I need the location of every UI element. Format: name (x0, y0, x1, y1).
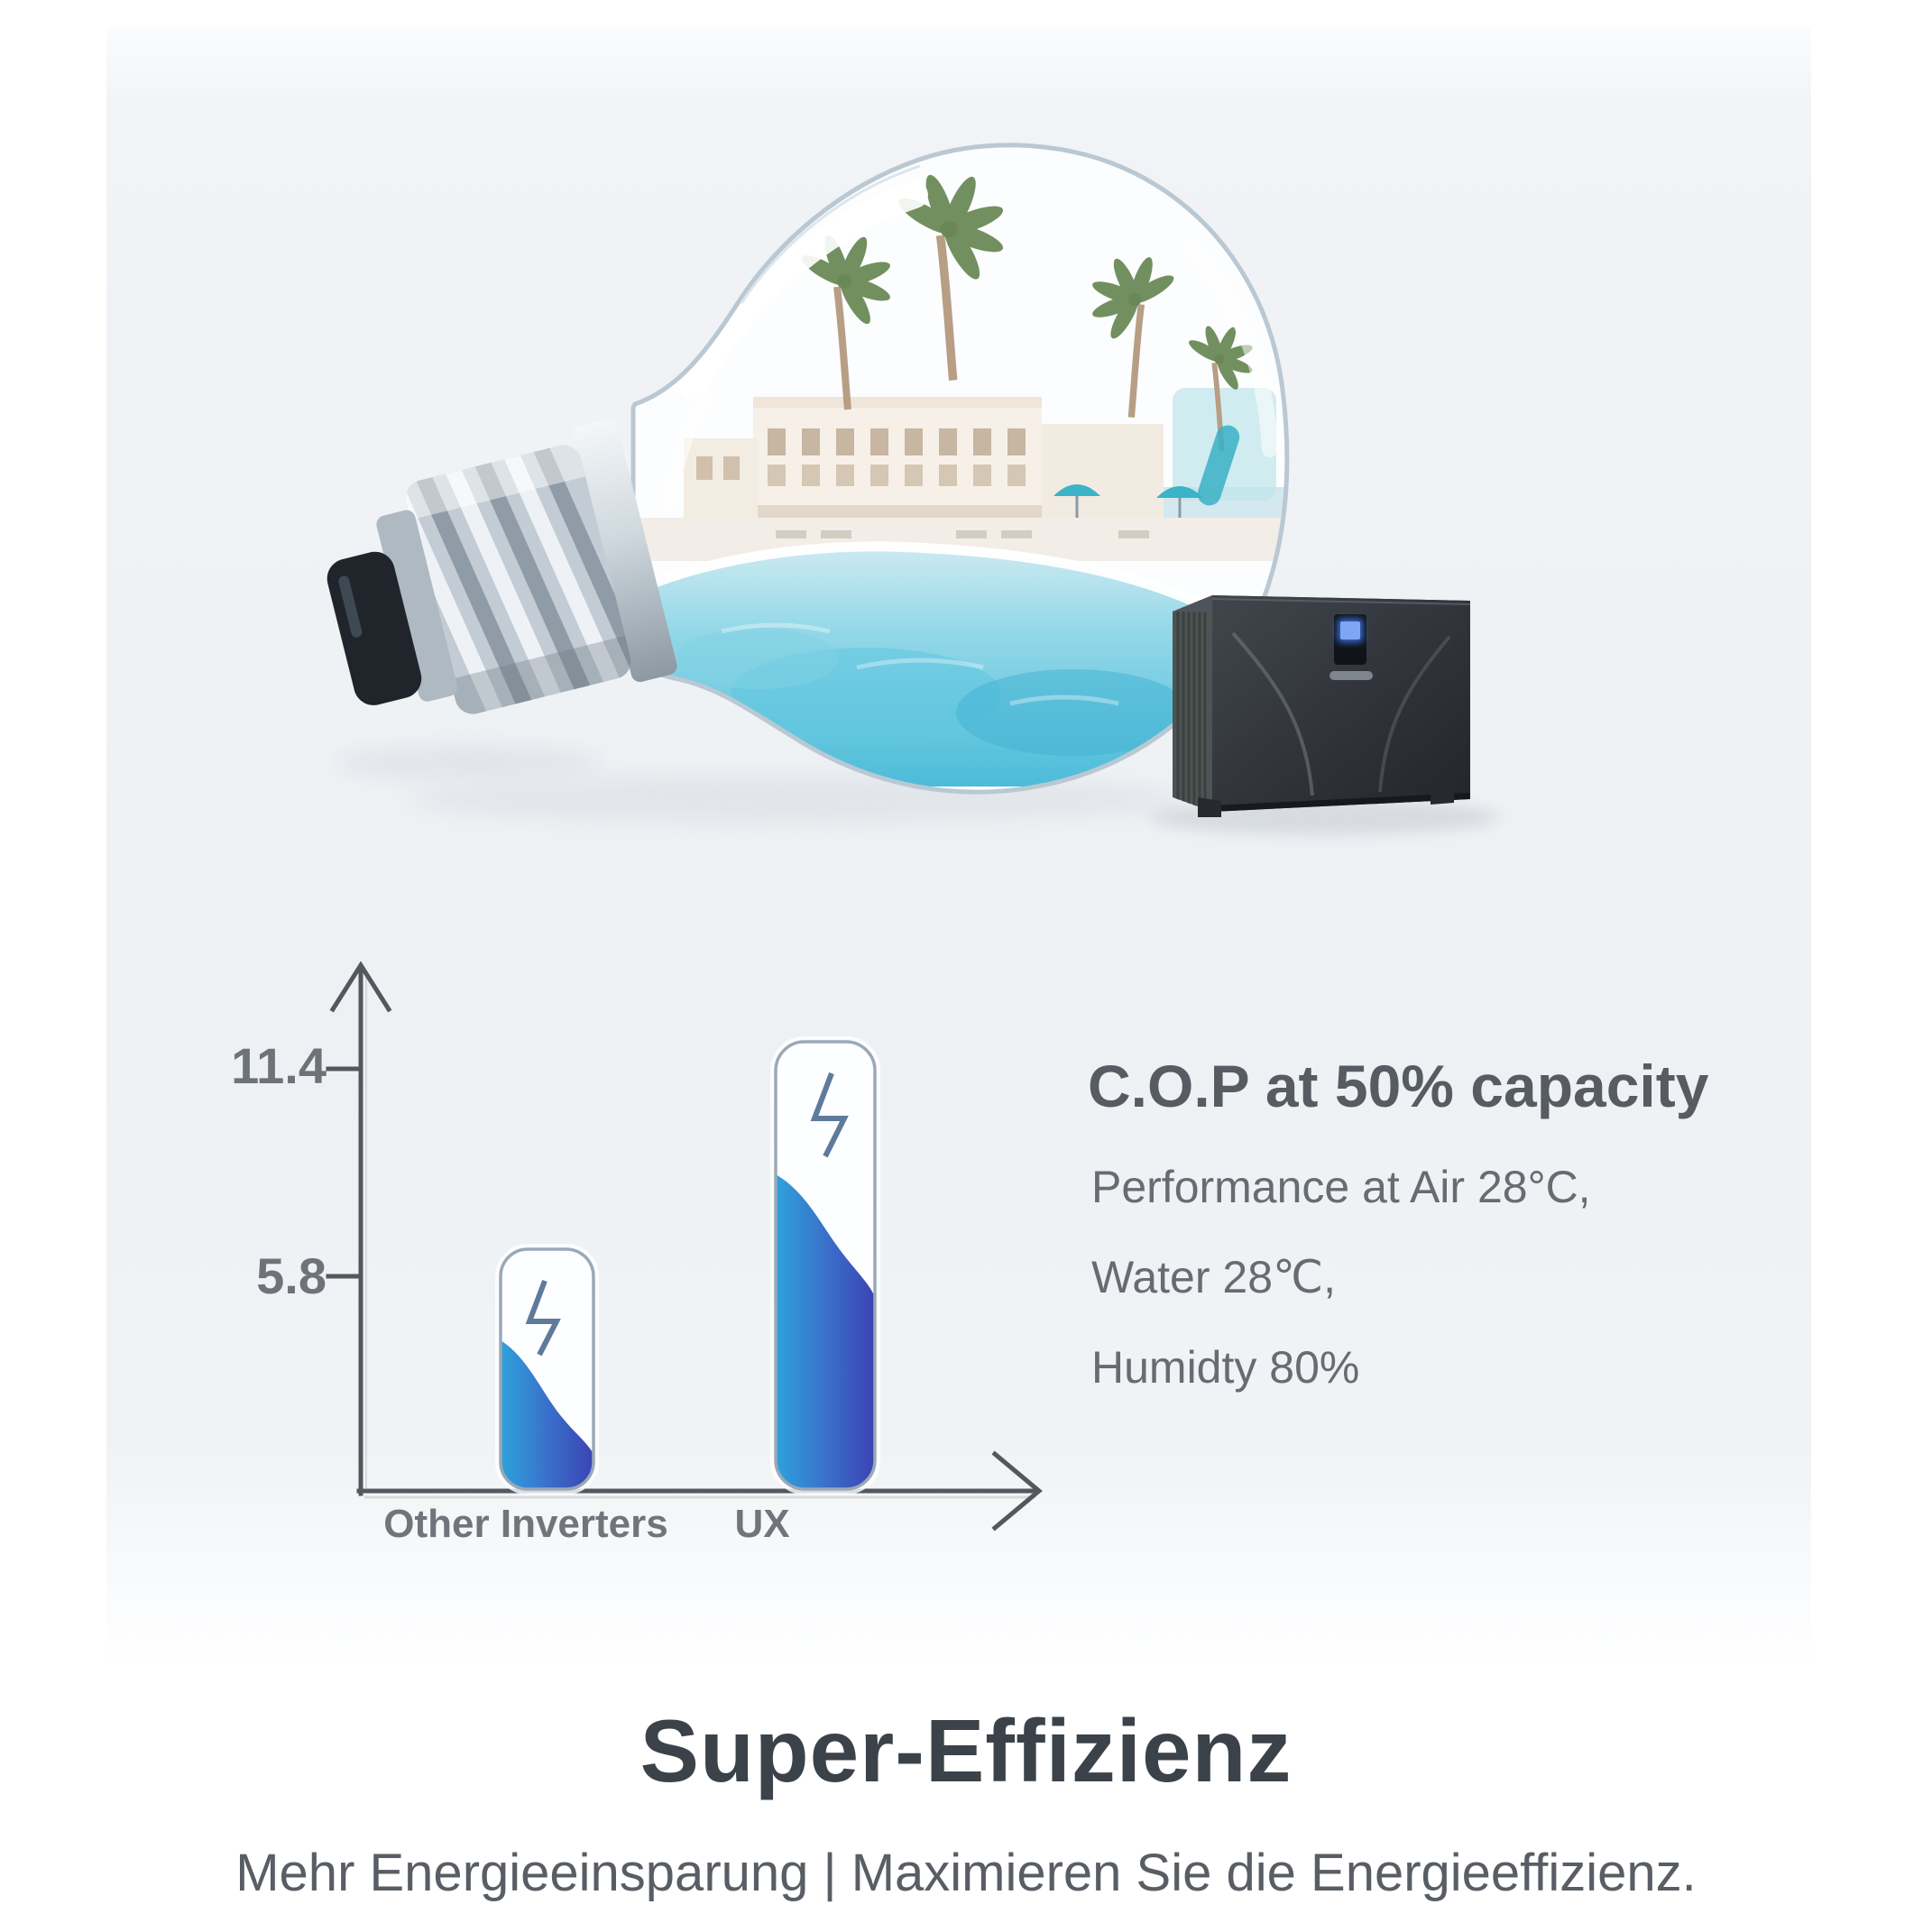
heat-pump-foot-left (1198, 797, 1221, 817)
pool-umbrellas (1053, 425, 1240, 527)
chart-title: C.O.P at 50% capacity (1088, 1053, 1709, 1119)
lightning-icon (810, 1072, 849, 1158)
chart-axes (326, 961, 1043, 1532)
heat-pump-unit (1148, 595, 1500, 835)
lightbulb-illustration (327, 126, 1299, 812)
section-title: Super-Effizienz (639, 1701, 1293, 1800)
bar-other-inverters (495, 1244, 599, 1495)
heat-pump-side-grille (1173, 595, 1212, 812)
heat-pump-foot-right (1431, 785, 1454, 805)
chart-conditions: Performance at Air 28°C, Water 28℃, Humi… (1091, 1142, 1591, 1412)
front-swoosh-right (1378, 635, 1451, 793)
y-axis-tick-label-bottom: 5.8 (256, 1247, 327, 1304)
y-axis-tick-label-top: 11.4 (231, 1037, 327, 1094)
resort-buildings (684, 397, 1164, 520)
x-axis-arrow-icon (991, 1450, 1043, 1532)
heat-pump-brand-label (1329, 671, 1373, 680)
y-axis-arrow-icon (329, 961, 392, 1013)
category-label-ux: UX (734, 1502, 790, 1546)
bulb-inner-scene (633, 144, 1287, 793)
heat-pump-display (1334, 614, 1366, 665)
glass-highlights (663, 181, 1278, 511)
bulb-inner-line (740, 164, 921, 304)
bar-ux (770, 1036, 880, 1495)
lightning-icon (525, 1279, 561, 1357)
heat-pump-front-panel (1212, 595, 1470, 812)
condition-line-humidity: Humidty 80% (1091, 1342, 1360, 1393)
bulb-screw-base (327, 419, 677, 718)
sun-loungers (776, 530, 1149, 538)
front-swoosh-left (1231, 631, 1314, 796)
category-label-other-inverters: Other Inverters (383, 1502, 668, 1546)
cop-bar-chart (326, 961, 1043, 1532)
section-subtitle: Mehr Energieeinsparung | Maximieren Sie … (235, 1844, 1697, 1902)
condition-line-water: Water 28℃, (1091, 1252, 1337, 1302)
swimming-pool (653, 541, 1269, 787)
condition-line-performance: Performance at Air 28°C, (1091, 1162, 1591, 1212)
